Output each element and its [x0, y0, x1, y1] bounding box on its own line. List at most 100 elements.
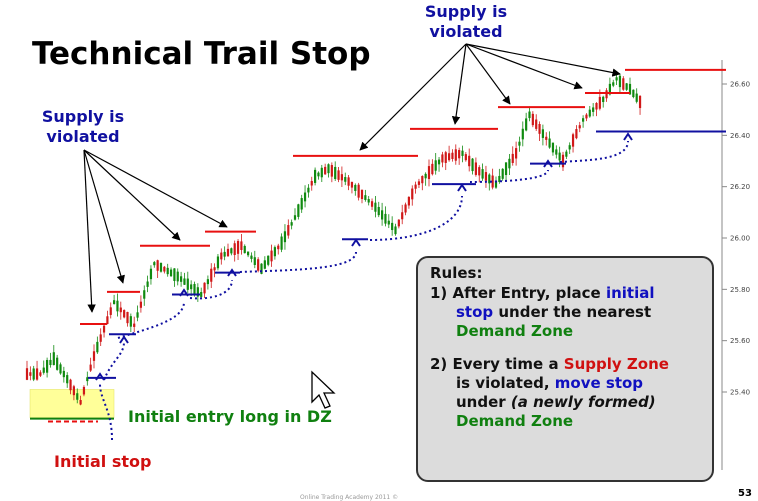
candle [250, 252, 253, 263]
y-tick-label: 26.40 [730, 132, 750, 140]
demand-zone [29, 389, 115, 418]
candle [478, 165, 481, 183]
candle [176, 268, 179, 286]
candle [29, 366, 32, 381]
candle [394, 223, 397, 236]
candle [143, 285, 146, 306]
candle [334, 161, 337, 181]
candle [283, 224, 287, 250]
candle [545, 132, 548, 146]
candle [364, 189, 367, 202]
trail-path [189, 279, 233, 300]
candle [206, 275, 209, 290]
candle [163, 265, 166, 274]
candle [521, 121, 524, 147]
mouse-cursor-icon [311, 370, 336, 409]
candle [159, 262, 163, 273]
rules-header: Rules: [430, 264, 483, 282]
candle [42, 360, 45, 375]
candle [508, 153, 511, 175]
candle [220, 248, 223, 265]
annotation-arrow [83, 149, 181, 241]
candle [424, 172, 427, 186]
candle [387, 214, 390, 229]
annotation-arrow [451, 43, 467, 125]
trail-arrow [227, 268, 237, 277]
candle [243, 244, 246, 254]
candle [166, 263, 169, 277]
candle [76, 388, 79, 404]
candle [62, 366, 65, 383]
candle [504, 162, 508, 181]
candle [169, 267, 173, 277]
candle [471, 157, 474, 175]
candle [494, 176, 498, 189]
y-tick-label: 26.20 [730, 183, 750, 191]
candle [434, 152, 437, 175]
candle [307, 184, 310, 198]
y-tick-label: 25.80 [730, 286, 750, 294]
candle [622, 76, 625, 91]
candle [327, 163, 330, 178]
candle [153, 261, 156, 268]
candle [518, 136, 521, 152]
candle [541, 124, 544, 146]
candle [401, 204, 404, 225]
candle [585, 113, 588, 122]
candle [370, 198, 374, 210]
candle [116, 293, 119, 317]
candle [139, 295, 142, 313]
candle [625, 82, 628, 92]
candle [39, 370, 42, 378]
candle [468, 148, 471, 172]
candle [632, 89, 635, 99]
candle [374, 196, 377, 218]
candle [381, 202, 384, 226]
candle [190, 280, 193, 296]
candle [324, 163, 327, 175]
candle [330, 162, 333, 183]
candle [99, 328, 102, 346]
trail-arrow [179, 288, 189, 297]
trail-path [103, 341, 125, 381]
candle [347, 174, 350, 191]
candle [551, 142, 555, 156]
candle [588, 106, 591, 118]
candle [354, 183, 357, 196]
annotation-arrow [465, 43, 583, 90]
candle [203, 282, 206, 299]
candle [582, 115, 585, 128]
candle [595, 102, 598, 117]
y-tick-label: 26.60 [730, 81, 750, 89]
candle [133, 316, 136, 333]
initial-stop-label: Initial stop [54, 452, 152, 471]
candle [638, 95, 642, 115]
candle [357, 182, 360, 201]
trail-arrow [119, 335, 129, 344]
candle [391, 216, 394, 236]
candle [528, 106, 531, 122]
candle [441, 151, 444, 168]
page-number: 53 [738, 488, 752, 499]
annotation-arrow [465, 43, 621, 77]
candle [46, 357, 49, 378]
candle [82, 385, 86, 397]
candle [437, 157, 441, 172]
candle [263, 256, 266, 270]
candle [565, 149, 568, 159]
candle [310, 176, 313, 191]
candle [240, 234, 243, 255]
candle [149, 265, 153, 285]
candle [183, 272, 186, 285]
candle [458, 147, 461, 165]
candle [293, 208, 297, 221]
candle [257, 257, 260, 273]
candle [454, 144, 457, 165]
candle [223, 246, 226, 261]
candle [575, 125, 578, 140]
candle [273, 245, 276, 260]
candle [484, 165, 488, 188]
candle [277, 243, 280, 255]
candle [186, 271, 189, 294]
candle [79, 395, 82, 406]
